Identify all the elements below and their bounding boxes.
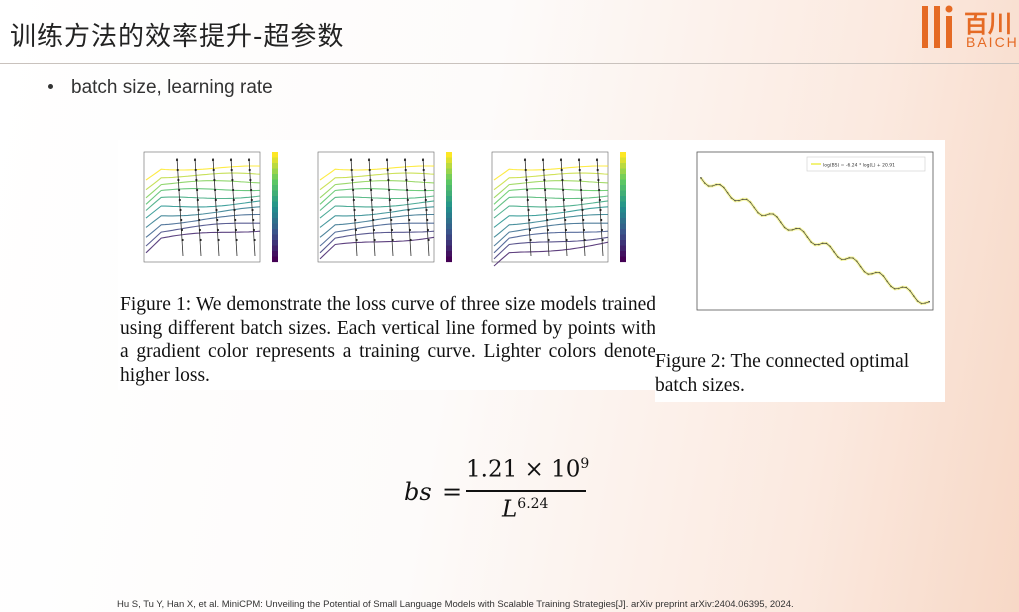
figure-1: Figure 1: We demonstrate the loss curve …	[118, 140, 658, 390]
logo-mark-icon	[922, 5, 953, 48]
figure-2-caption: Figure 2: The connected optimal batch si…	[655, 351, 910, 396]
loss-plot-small	[143, 151, 278, 263]
figure-1-caption: Figure 1: We demonstrate the loss curve …	[120, 294, 656, 386]
optimal-batch-plot: log(BS) = -6.24 * log(L) + 20.91	[696, 151, 934, 311]
reference-citation: Hu S, Tu Y, Han X, et al. MiniCPM: Unvei…	[117, 599, 794, 610]
logo-text: 百川	[964, 10, 1012, 38]
figure-2-legend: log(BS) = -6.24 * log(L) + 20.91	[823, 163, 895, 169]
formula-equals: =	[442, 478, 463, 506]
loss-plot-large	[491, 151, 626, 267]
batch-size-formula: bs = 1.21 × 109 L6.24	[404, 452, 604, 532]
figure-2: log(BS) = -6.24 * log(L) + 20.91 Figure …	[655, 140, 945, 402]
formula-numerator-base: 1.21 × 10	[466, 456, 581, 483]
formula-denominator-base: L	[502, 496, 518, 523]
formula-numerator: 1.21 × 109	[466, 456, 589, 483]
bullet-item: batch size, learning rate	[48, 77, 273, 99]
formula-lhs: bs	[404, 478, 432, 506]
loss-plot-medium	[317, 151, 452, 263]
bullet-text: batch size, learning rate	[71, 77, 273, 98]
formula-denominator-exp: 6.24	[517, 496, 549, 512]
formula-numerator-exp: 9	[580, 456, 590, 472]
baichuan-logo: 百川 BAICHUAN	[916, 2, 1019, 54]
formula-denominator: L6.24	[502, 496, 548, 523]
fraction-bar	[466, 490, 586, 492]
slide-title: 训练方法的效率提升-超参数	[10, 22, 345, 52]
title-divider	[0, 63, 1019, 64]
bullet-dot-icon	[48, 83, 53, 89]
logo-subtext: BAICHUAN	[966, 34, 1019, 50]
